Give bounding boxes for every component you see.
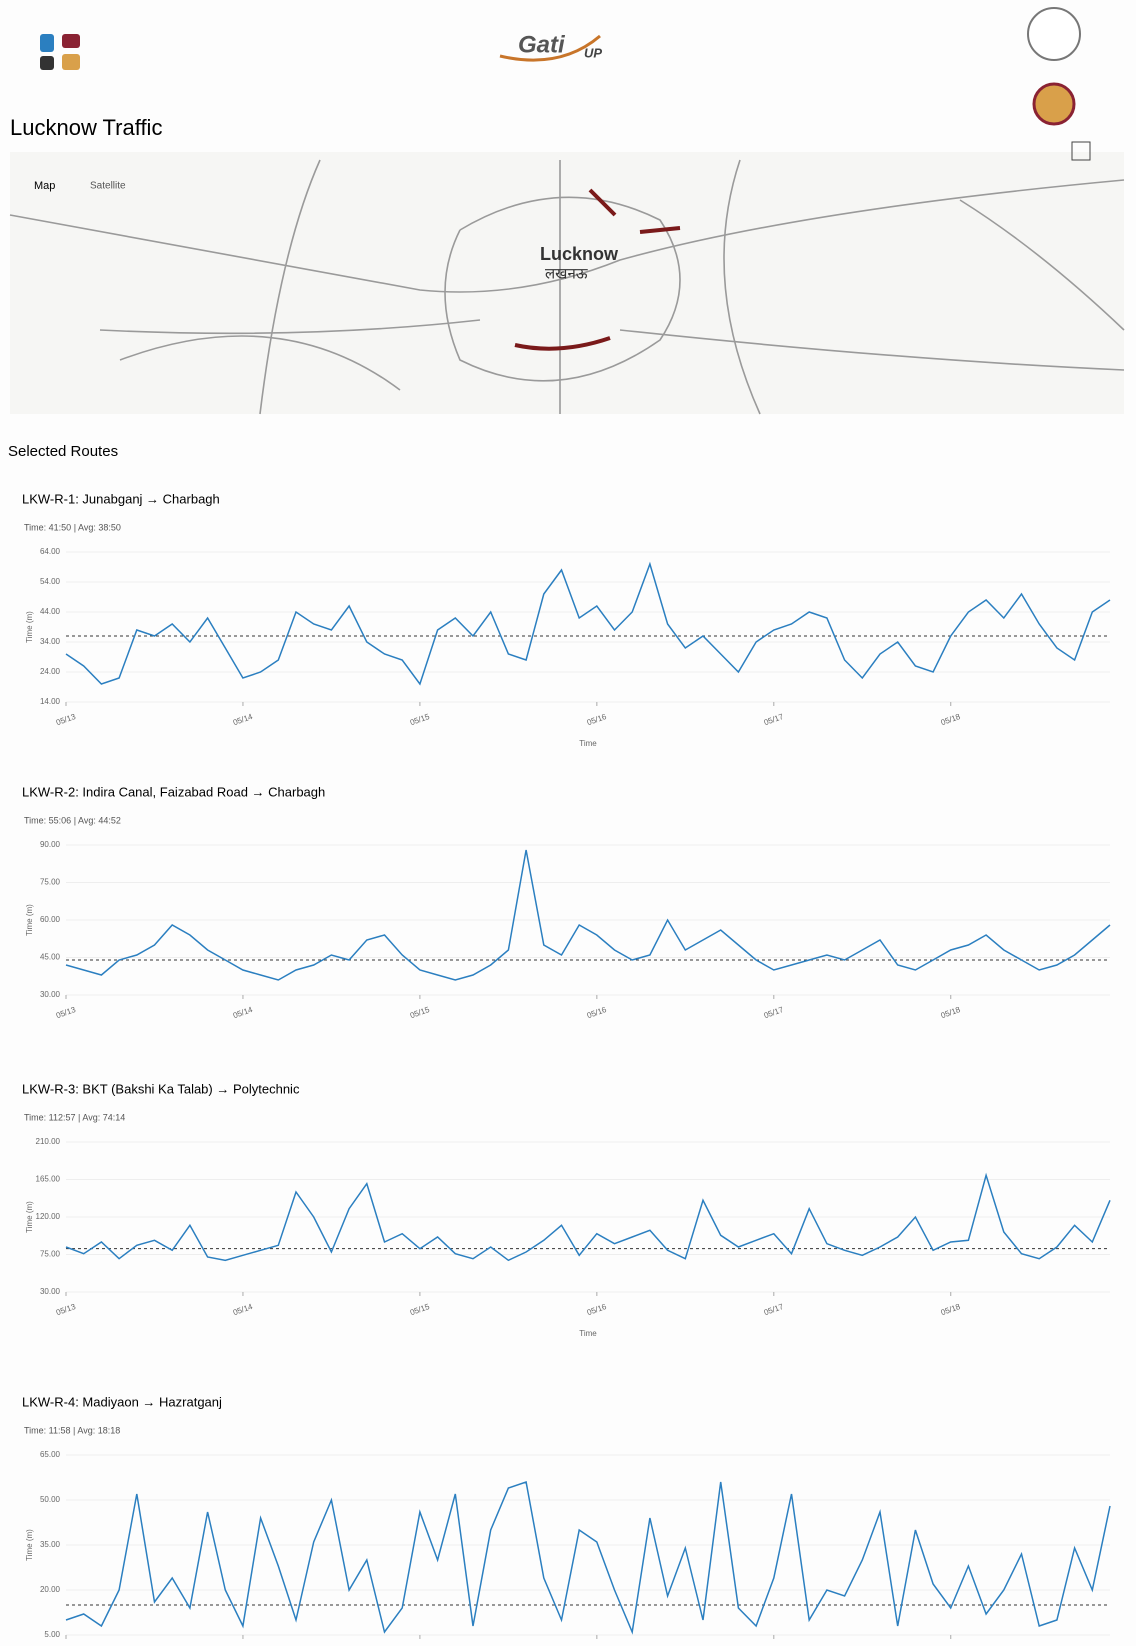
x-tick-label: 05/15 [409, 1302, 431, 1317]
x-tick-label: 05/14 [232, 1302, 254, 1317]
y-tick-label: 34.00 [40, 637, 61, 646]
section-title: Selected Routes [8, 443, 118, 460]
x-tick-label: 05/13 [55, 712, 77, 727]
y-tick-label: 30.00 [40, 1287, 61, 1296]
route-title: LKW-R-1: Junabganj → Charbagh [22, 491, 220, 506]
x-tick-label: 05/16 [586, 712, 608, 727]
brand-suffix: UP [584, 45, 602, 60]
brand-name: Gati [518, 31, 566, 58]
route-subtitle: Time: 41:50 | Avg: 38:50 [24, 522, 121, 532]
route-subtitle: Time: 112:57 | Avg: 74:14 [24, 1112, 125, 1122]
traffic-line [65, 849, 1111, 981]
y-tick-label: 75.00 [40, 1250, 61, 1259]
y-axis-label: Time (m) [25, 1201, 34, 1233]
y-tick-label: 60.00 [40, 915, 61, 924]
fullscreen-button[interactable] [1071, 141, 1091, 161]
route-title: LKW-R-3: BKT (Bakshi Ka Talab) → Polytec… [22, 1081, 300, 1096]
y-tick-label: 54.00 [40, 577, 61, 586]
x-tick-label: 05/16 [586, 1005, 608, 1020]
traffic-line [65, 1481, 1111, 1635]
y-tick-label: 44.00 [40, 607, 61, 616]
y-tick-label: 24.00 [40, 667, 61, 676]
brand-swoosh [499, 34, 601, 62]
y-tick-label: 65.00 [40, 1450, 61, 1459]
map: Map Satellite Lucknow लखनऊ [9, 141, 1125, 415]
x-axis-label: Time [579, 1329, 597, 1338]
x-tick-label: 05/18 [940, 712, 962, 727]
y-tick-label: 20.00 [40, 1585, 61, 1594]
y-tick-label: 30.00 [40, 990, 61, 999]
route-title: LKW-R-2: Indira Canal, Faizabad Road → C… [22, 784, 325, 799]
y-tick-label: 45.00 [40, 953, 61, 962]
satellite-tab[interactable]: Satellite [90, 181, 126, 192]
x-tick-label: 05/18 [940, 1005, 962, 1020]
x-tick-label: 05/17 [763, 712, 785, 727]
y-tick-label: 50.00 [40, 1495, 61, 1504]
y-tick-label: 90.00 [40, 840, 61, 849]
y-tick-label: 64.00 [40, 547, 61, 556]
page-title: Lucknow Traffic [10, 115, 162, 140]
emblem [1027, 7, 1081, 61]
x-tick-label: 05/14 [232, 1005, 254, 1020]
y-axis-label: Time (m) [25, 904, 34, 936]
route-subtitle: Time: 55:06 | Avg: 44:52 [24, 815, 121, 825]
y-tick-label: 165.00 [36, 1175, 61, 1184]
y-tick-label: 35.00 [40, 1540, 61, 1549]
map-tab[interactable]: Map [34, 180, 55, 192]
x-tick-label: 05/17 [763, 1302, 785, 1317]
app-logo [40, 34, 80, 70]
y-tick-label: 75.00 [40, 878, 61, 887]
x-axis-label: Time [579, 739, 597, 748]
y-tick-label: 14.00 [40, 697, 61, 706]
x-tick-label: 05/16 [586, 1302, 608, 1317]
route-subtitle: Time: 11:58 | Avg: 18:18 [24, 1425, 120, 1435]
y-axis-label: Time (m) [25, 611, 34, 643]
traffic-line [65, 1172, 1111, 1262]
x-tick-label: 05/15 [409, 1005, 431, 1020]
y-tick-label: 210.00 [36, 1137, 61, 1146]
x-tick-label: 05/15 [409, 712, 431, 727]
y-tick-label: 5.00 [44, 1630, 60, 1639]
city-label: Lucknow [540, 244, 619, 264]
x-tick-label: 05/14 [232, 712, 254, 727]
y-axis-label: Time (m) [25, 1529, 34, 1561]
traffic-line [65, 561, 1111, 686]
x-tick-label: 05/13 [55, 1302, 77, 1317]
x-tick-label: 05/13 [55, 1005, 77, 1020]
police-emblem [1032, 82, 1076, 126]
city-label-hindi: लखनऊ [545, 265, 588, 283]
x-tick-label: 05/17 [763, 1005, 785, 1020]
route-title: LKW-R-4: Madiyaon → Hazratganj [22, 1394, 222, 1409]
y-tick-label: 120.00 [36, 1212, 61, 1221]
x-tick-label: 05/18 [940, 1302, 962, 1317]
